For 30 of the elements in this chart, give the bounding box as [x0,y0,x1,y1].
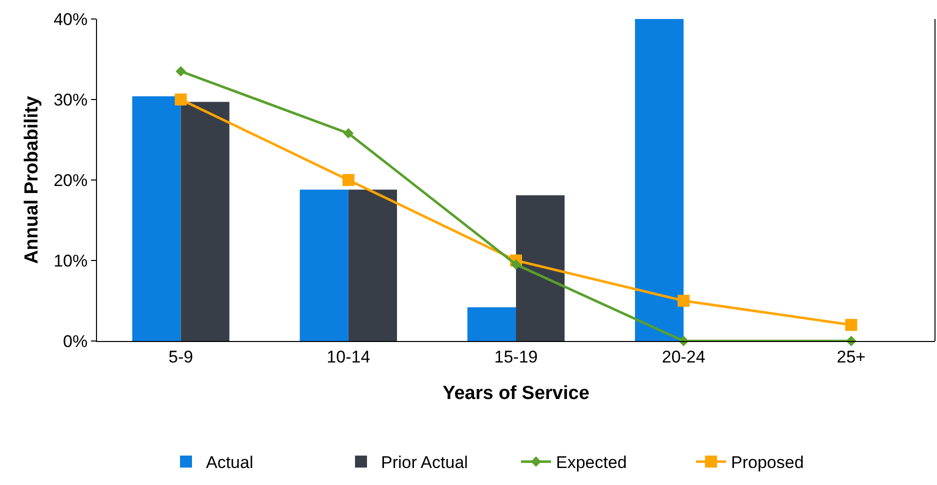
bar [300,190,348,341]
x-tick-label: 10-14 [326,347,370,366]
legend-label: Prior Actual [381,453,468,472]
x-tick-label: 25+ [836,347,866,366]
legend-label: Proposed [731,453,804,472]
bar [516,195,565,341]
point [510,259,522,270]
bar [180,102,230,341]
x-tick-label: 20-24 [662,347,706,366]
y-tick-label: 0% [63,332,88,351]
y-tick-label: 10% [54,251,88,270]
y-tick-label: 40% [54,10,88,29]
legend-label: Expected [556,453,627,472]
bar [348,190,397,341]
bar [132,96,181,341]
point [845,318,858,331]
bar [635,19,684,341]
y-tick-label: 30% [54,90,88,110]
y-tick-label: 20% [54,170,88,190]
point [174,94,187,106]
y-axis-title: Annual Probability [21,96,42,264]
x-tick-label: 15-19 [494,347,538,366]
x-tick-label: 5-9 [168,347,194,366]
legend-label: Actual [206,453,254,472]
point [342,174,354,186]
point [343,128,354,139]
x-axis-title: Years of Service [442,383,590,404]
point [678,294,690,307]
bar [467,307,516,341]
point [176,66,186,77]
